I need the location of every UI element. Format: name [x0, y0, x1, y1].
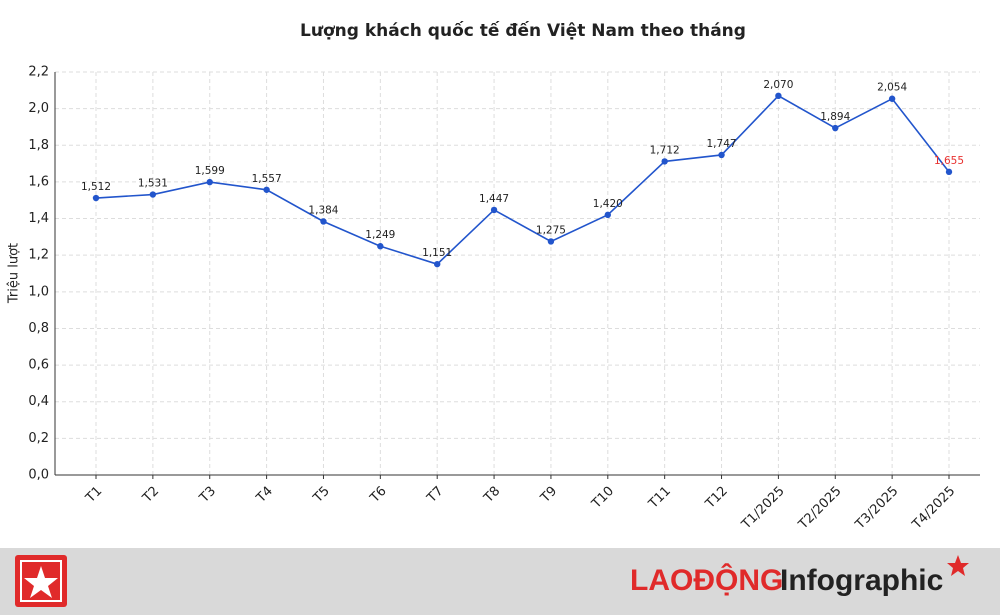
line [95, 94, 950, 266]
value-label: 1,531 [138, 178, 168, 190]
x-tick-label: T3/2025 [852, 484, 901, 533]
footer-band [0, 548, 1000, 615]
point [945, 168, 953, 176]
value-label: 1,894 [820, 111, 850, 123]
value-label: 1,655 [934, 155, 964, 167]
y-tick-label: 0,4 [28, 394, 49, 409]
value-label: 2,054 [877, 82, 907, 94]
y-tick-label: 1,4 [28, 211, 49, 226]
x-tick-label: T3 [196, 484, 219, 507]
value-label: 2,070 [763, 79, 793, 91]
x-tick-label: T8 [481, 484, 504, 507]
value-label: 1,384 [308, 204, 338, 216]
y-tick-label: 0,8 [28, 321, 49, 336]
point [604, 211, 611, 219]
x-tick-label: T5 [310, 484, 333, 507]
value-label: 1,447 [479, 193, 509, 205]
logo-mark [15, 555, 67, 607]
point [888, 95, 896, 102]
footer-brand: LAOĐỘNG [630, 563, 783, 597]
value-label: 1,512 [81, 181, 111, 193]
x-tick-label: T4/2025 [909, 484, 958, 533]
point [775, 92, 782, 100]
value-label: 1,712 [650, 144, 680, 156]
value-label: 1,747 [707, 138, 737, 150]
y-tick-label: 2,2 [28, 65, 49, 80]
x-tick-label: T1/2025 [738, 484, 787, 533]
y-tick-label: 0,0 [28, 468, 49, 483]
x-tick-label: T1 [83, 484, 106, 507]
x-tick-label: T2/2025 [795, 484, 844, 533]
value-label: 1,420 [593, 198, 623, 210]
value-label: 1,599 [195, 165, 225, 177]
y-axis-label: Triệu lượt [7, 243, 22, 304]
x-tick-label: T12 [702, 484, 731, 513]
x-tick-label: T11 [645, 484, 674, 513]
point [320, 218, 327, 225]
y-tick-label: 1,0 [28, 284, 49, 299]
point [718, 151, 725, 159]
point [263, 186, 270, 193]
point [434, 260, 441, 268]
x-tick-label: T7 [424, 484, 447, 507]
point [149, 191, 157, 198]
y-tick-label: 2,0 [28, 101, 49, 116]
value-label: 1,249 [365, 229, 395, 241]
point [547, 238, 555, 245]
point [661, 158, 668, 165]
point [377, 243, 384, 250]
point [832, 124, 839, 132]
x-tick-label: T2 [139, 484, 162, 507]
y-tick-label: 0,2 [28, 431, 49, 446]
footer-star [947, 555, 969, 576]
point [206, 178, 213, 186]
y-tick-label: 1,8 [28, 138, 49, 153]
x-tick-label: T6 [367, 484, 390, 507]
y-tick-label: 1,2 [28, 248, 49, 263]
value-label: 1,275 [536, 224, 566, 236]
y-tick-label: 0,6 [28, 358, 49, 373]
value-label: 1,151 [422, 247, 452, 259]
point [490, 206, 498, 214]
x-tick-label: T10 [588, 484, 617, 513]
y-tick-label: 1,6 [28, 174, 49, 189]
point [92, 194, 100, 202]
chart-title: Lượng khách quốc tế đến Việt Nam theo th… [300, 20, 746, 41]
footer-label: Infographic [780, 564, 943, 597]
x-tick-label: T4 [253, 484, 276, 507]
value-label: 1,557 [252, 173, 282, 185]
x-tick-label: T9 [537, 484, 560, 507]
